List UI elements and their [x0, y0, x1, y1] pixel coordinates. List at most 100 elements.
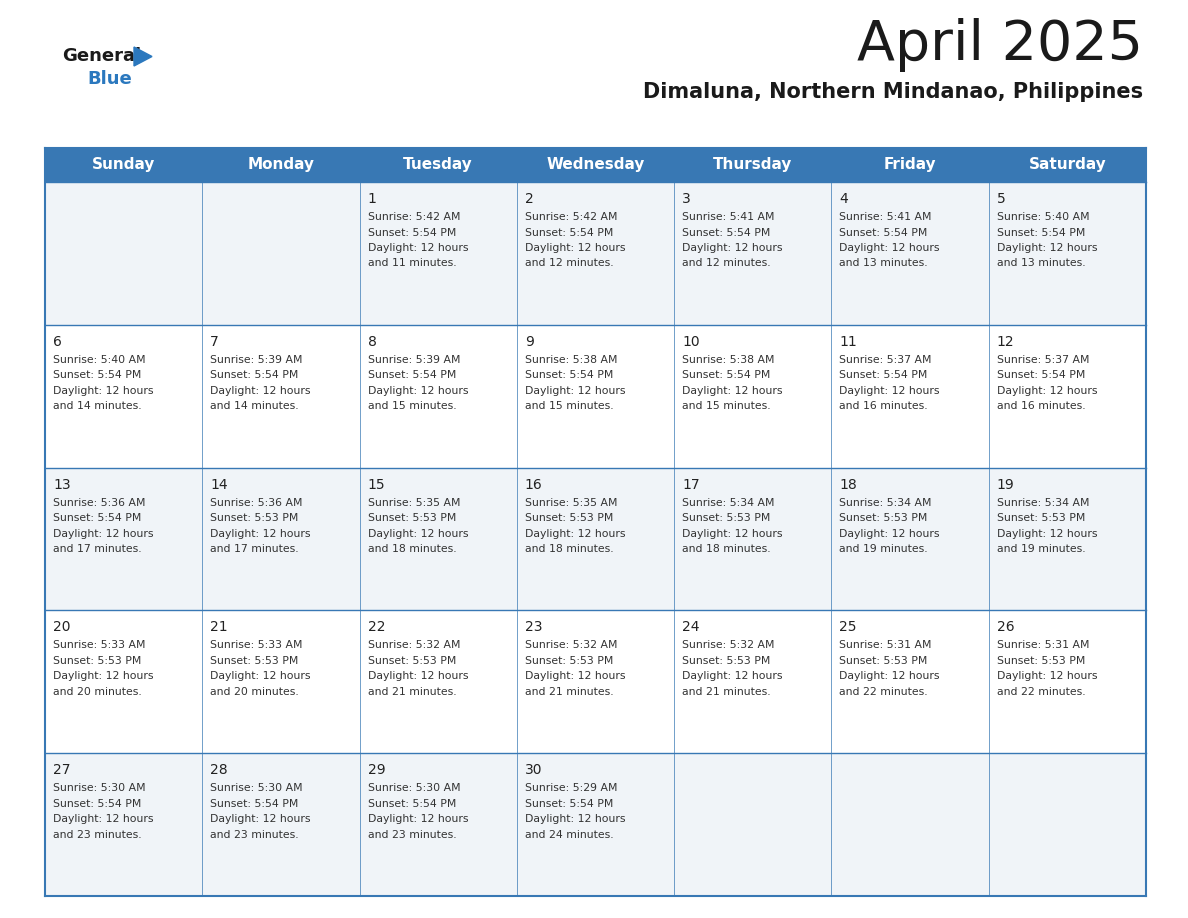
- Text: and 18 minutes.: and 18 minutes.: [525, 544, 613, 554]
- Text: Sunset: 5:53 PM: Sunset: 5:53 PM: [525, 513, 613, 523]
- Text: Sunrise: 5:40 AM: Sunrise: 5:40 AM: [997, 212, 1089, 222]
- Text: Sunrise: 5:41 AM: Sunrise: 5:41 AM: [682, 212, 775, 222]
- Text: and 23 minutes.: and 23 minutes.: [367, 830, 456, 840]
- Text: Sunset: 5:53 PM: Sunset: 5:53 PM: [840, 513, 928, 523]
- Text: and 20 minutes.: and 20 minutes.: [53, 687, 141, 697]
- Text: Sunset: 5:53 PM: Sunset: 5:53 PM: [210, 513, 298, 523]
- Bar: [517, 325, 674, 467]
- Text: and 21 minutes.: and 21 minutes.: [525, 687, 613, 697]
- Bar: [832, 182, 988, 325]
- Text: Tuesday: Tuesday: [404, 158, 473, 173]
- Bar: [988, 753, 1146, 896]
- Text: Friday: Friday: [884, 158, 936, 173]
- Text: Daylight: 12 hours: Daylight: 12 hours: [525, 386, 625, 396]
- Text: Sunset: 5:53 PM: Sunset: 5:53 PM: [367, 655, 456, 666]
- Bar: [832, 753, 988, 896]
- Text: Sunset: 5:54 PM: Sunset: 5:54 PM: [367, 799, 456, 809]
- Text: Daylight: 12 hours: Daylight: 12 hours: [53, 386, 153, 396]
- Text: Daylight: 12 hours: Daylight: 12 hours: [367, 529, 468, 539]
- Text: and 14 minutes.: and 14 minutes.: [210, 401, 299, 411]
- Bar: [360, 182, 517, 325]
- Bar: [832, 467, 988, 610]
- Text: 23: 23: [525, 621, 543, 634]
- Text: 26: 26: [997, 621, 1015, 634]
- Text: 20: 20: [53, 621, 70, 634]
- Text: Daylight: 12 hours: Daylight: 12 hours: [525, 671, 625, 681]
- Text: 12: 12: [997, 335, 1015, 349]
- Text: and 12 minutes.: and 12 minutes.: [682, 259, 771, 268]
- Text: Sunset: 5:53 PM: Sunset: 5:53 PM: [682, 655, 771, 666]
- Text: 10: 10: [682, 335, 700, 349]
- Text: Sunrise: 5:42 AM: Sunrise: 5:42 AM: [367, 212, 460, 222]
- Text: General: General: [62, 47, 141, 65]
- Text: Sunrise: 5:38 AM: Sunrise: 5:38 AM: [525, 354, 618, 364]
- Bar: [674, 610, 832, 753]
- Text: Sunset: 5:53 PM: Sunset: 5:53 PM: [997, 655, 1085, 666]
- Text: Sunset: 5:54 PM: Sunset: 5:54 PM: [997, 228, 1085, 238]
- Text: Sunset: 5:54 PM: Sunset: 5:54 PM: [53, 799, 141, 809]
- Text: and 13 minutes.: and 13 minutes.: [997, 259, 1086, 268]
- Text: 28: 28: [210, 763, 228, 778]
- Text: Daylight: 12 hours: Daylight: 12 hours: [525, 243, 625, 253]
- Text: 7: 7: [210, 335, 219, 349]
- Text: 4: 4: [840, 192, 848, 206]
- Text: Sunset: 5:54 PM: Sunset: 5:54 PM: [997, 370, 1085, 380]
- Text: Sunday: Sunday: [91, 158, 156, 173]
- Text: and 19 minutes.: and 19 minutes.: [840, 544, 928, 554]
- Text: Sunset: 5:54 PM: Sunset: 5:54 PM: [367, 228, 456, 238]
- Text: and 16 minutes.: and 16 minutes.: [997, 401, 1086, 411]
- Text: Wednesday: Wednesday: [546, 158, 645, 173]
- Text: Sunset: 5:54 PM: Sunset: 5:54 PM: [682, 370, 771, 380]
- Bar: [517, 182, 674, 325]
- Bar: [360, 325, 517, 467]
- Text: Thursday: Thursday: [713, 158, 792, 173]
- Text: and 16 minutes.: and 16 minutes.: [840, 401, 928, 411]
- Text: Daylight: 12 hours: Daylight: 12 hours: [682, 529, 783, 539]
- Text: and 15 minutes.: and 15 minutes.: [682, 401, 771, 411]
- Text: Sunset: 5:54 PM: Sunset: 5:54 PM: [525, 370, 613, 380]
- Text: Sunset: 5:54 PM: Sunset: 5:54 PM: [53, 370, 141, 380]
- Text: Daylight: 12 hours: Daylight: 12 hours: [367, 814, 468, 824]
- Bar: [674, 753, 832, 896]
- Text: 14: 14: [210, 477, 228, 492]
- Text: Sunrise: 5:36 AM: Sunrise: 5:36 AM: [53, 498, 145, 508]
- Text: and 23 minutes.: and 23 minutes.: [53, 830, 141, 840]
- Text: and 19 minutes.: and 19 minutes.: [997, 544, 1086, 554]
- Text: 24: 24: [682, 621, 700, 634]
- Text: 5: 5: [997, 192, 1005, 206]
- Text: Sunrise: 5:38 AM: Sunrise: 5:38 AM: [682, 354, 775, 364]
- Text: Daylight: 12 hours: Daylight: 12 hours: [997, 671, 1098, 681]
- Text: Daylight: 12 hours: Daylight: 12 hours: [210, 386, 311, 396]
- Text: Sunset: 5:53 PM: Sunset: 5:53 PM: [525, 655, 613, 666]
- Text: Daylight: 12 hours: Daylight: 12 hours: [997, 386, 1098, 396]
- Text: Sunrise: 5:32 AM: Sunrise: 5:32 AM: [682, 641, 775, 650]
- Bar: [202, 182, 360, 325]
- Text: Sunrise: 5:35 AM: Sunrise: 5:35 AM: [525, 498, 618, 508]
- Text: Sunrise: 5:32 AM: Sunrise: 5:32 AM: [367, 641, 460, 650]
- Text: 13: 13: [53, 477, 70, 492]
- Text: 18: 18: [840, 477, 858, 492]
- Text: 30: 30: [525, 763, 543, 778]
- Text: Daylight: 12 hours: Daylight: 12 hours: [682, 243, 783, 253]
- Bar: [45, 467, 202, 610]
- Text: Sunset: 5:54 PM: Sunset: 5:54 PM: [53, 513, 141, 523]
- Text: Sunset: 5:54 PM: Sunset: 5:54 PM: [840, 370, 928, 380]
- Text: Daylight: 12 hours: Daylight: 12 hours: [210, 529, 311, 539]
- Text: Monday: Monday: [247, 158, 315, 173]
- Text: 15: 15: [367, 477, 385, 492]
- Text: and 17 minutes.: and 17 minutes.: [210, 544, 299, 554]
- Text: and 23 minutes.: and 23 minutes.: [210, 830, 299, 840]
- Text: Daylight: 12 hours: Daylight: 12 hours: [367, 671, 468, 681]
- Text: 22: 22: [367, 621, 385, 634]
- Bar: [360, 467, 517, 610]
- Bar: [674, 325, 832, 467]
- Text: Daylight: 12 hours: Daylight: 12 hours: [682, 671, 783, 681]
- Bar: [202, 610, 360, 753]
- Text: and 21 minutes.: and 21 minutes.: [682, 687, 771, 697]
- Text: Sunrise: 5:31 AM: Sunrise: 5:31 AM: [997, 641, 1089, 650]
- Text: and 15 minutes.: and 15 minutes.: [367, 401, 456, 411]
- Text: Sunset: 5:54 PM: Sunset: 5:54 PM: [210, 799, 298, 809]
- Bar: [988, 325, 1146, 467]
- Text: and 24 minutes.: and 24 minutes.: [525, 830, 613, 840]
- Text: and 12 minutes.: and 12 minutes.: [525, 259, 613, 268]
